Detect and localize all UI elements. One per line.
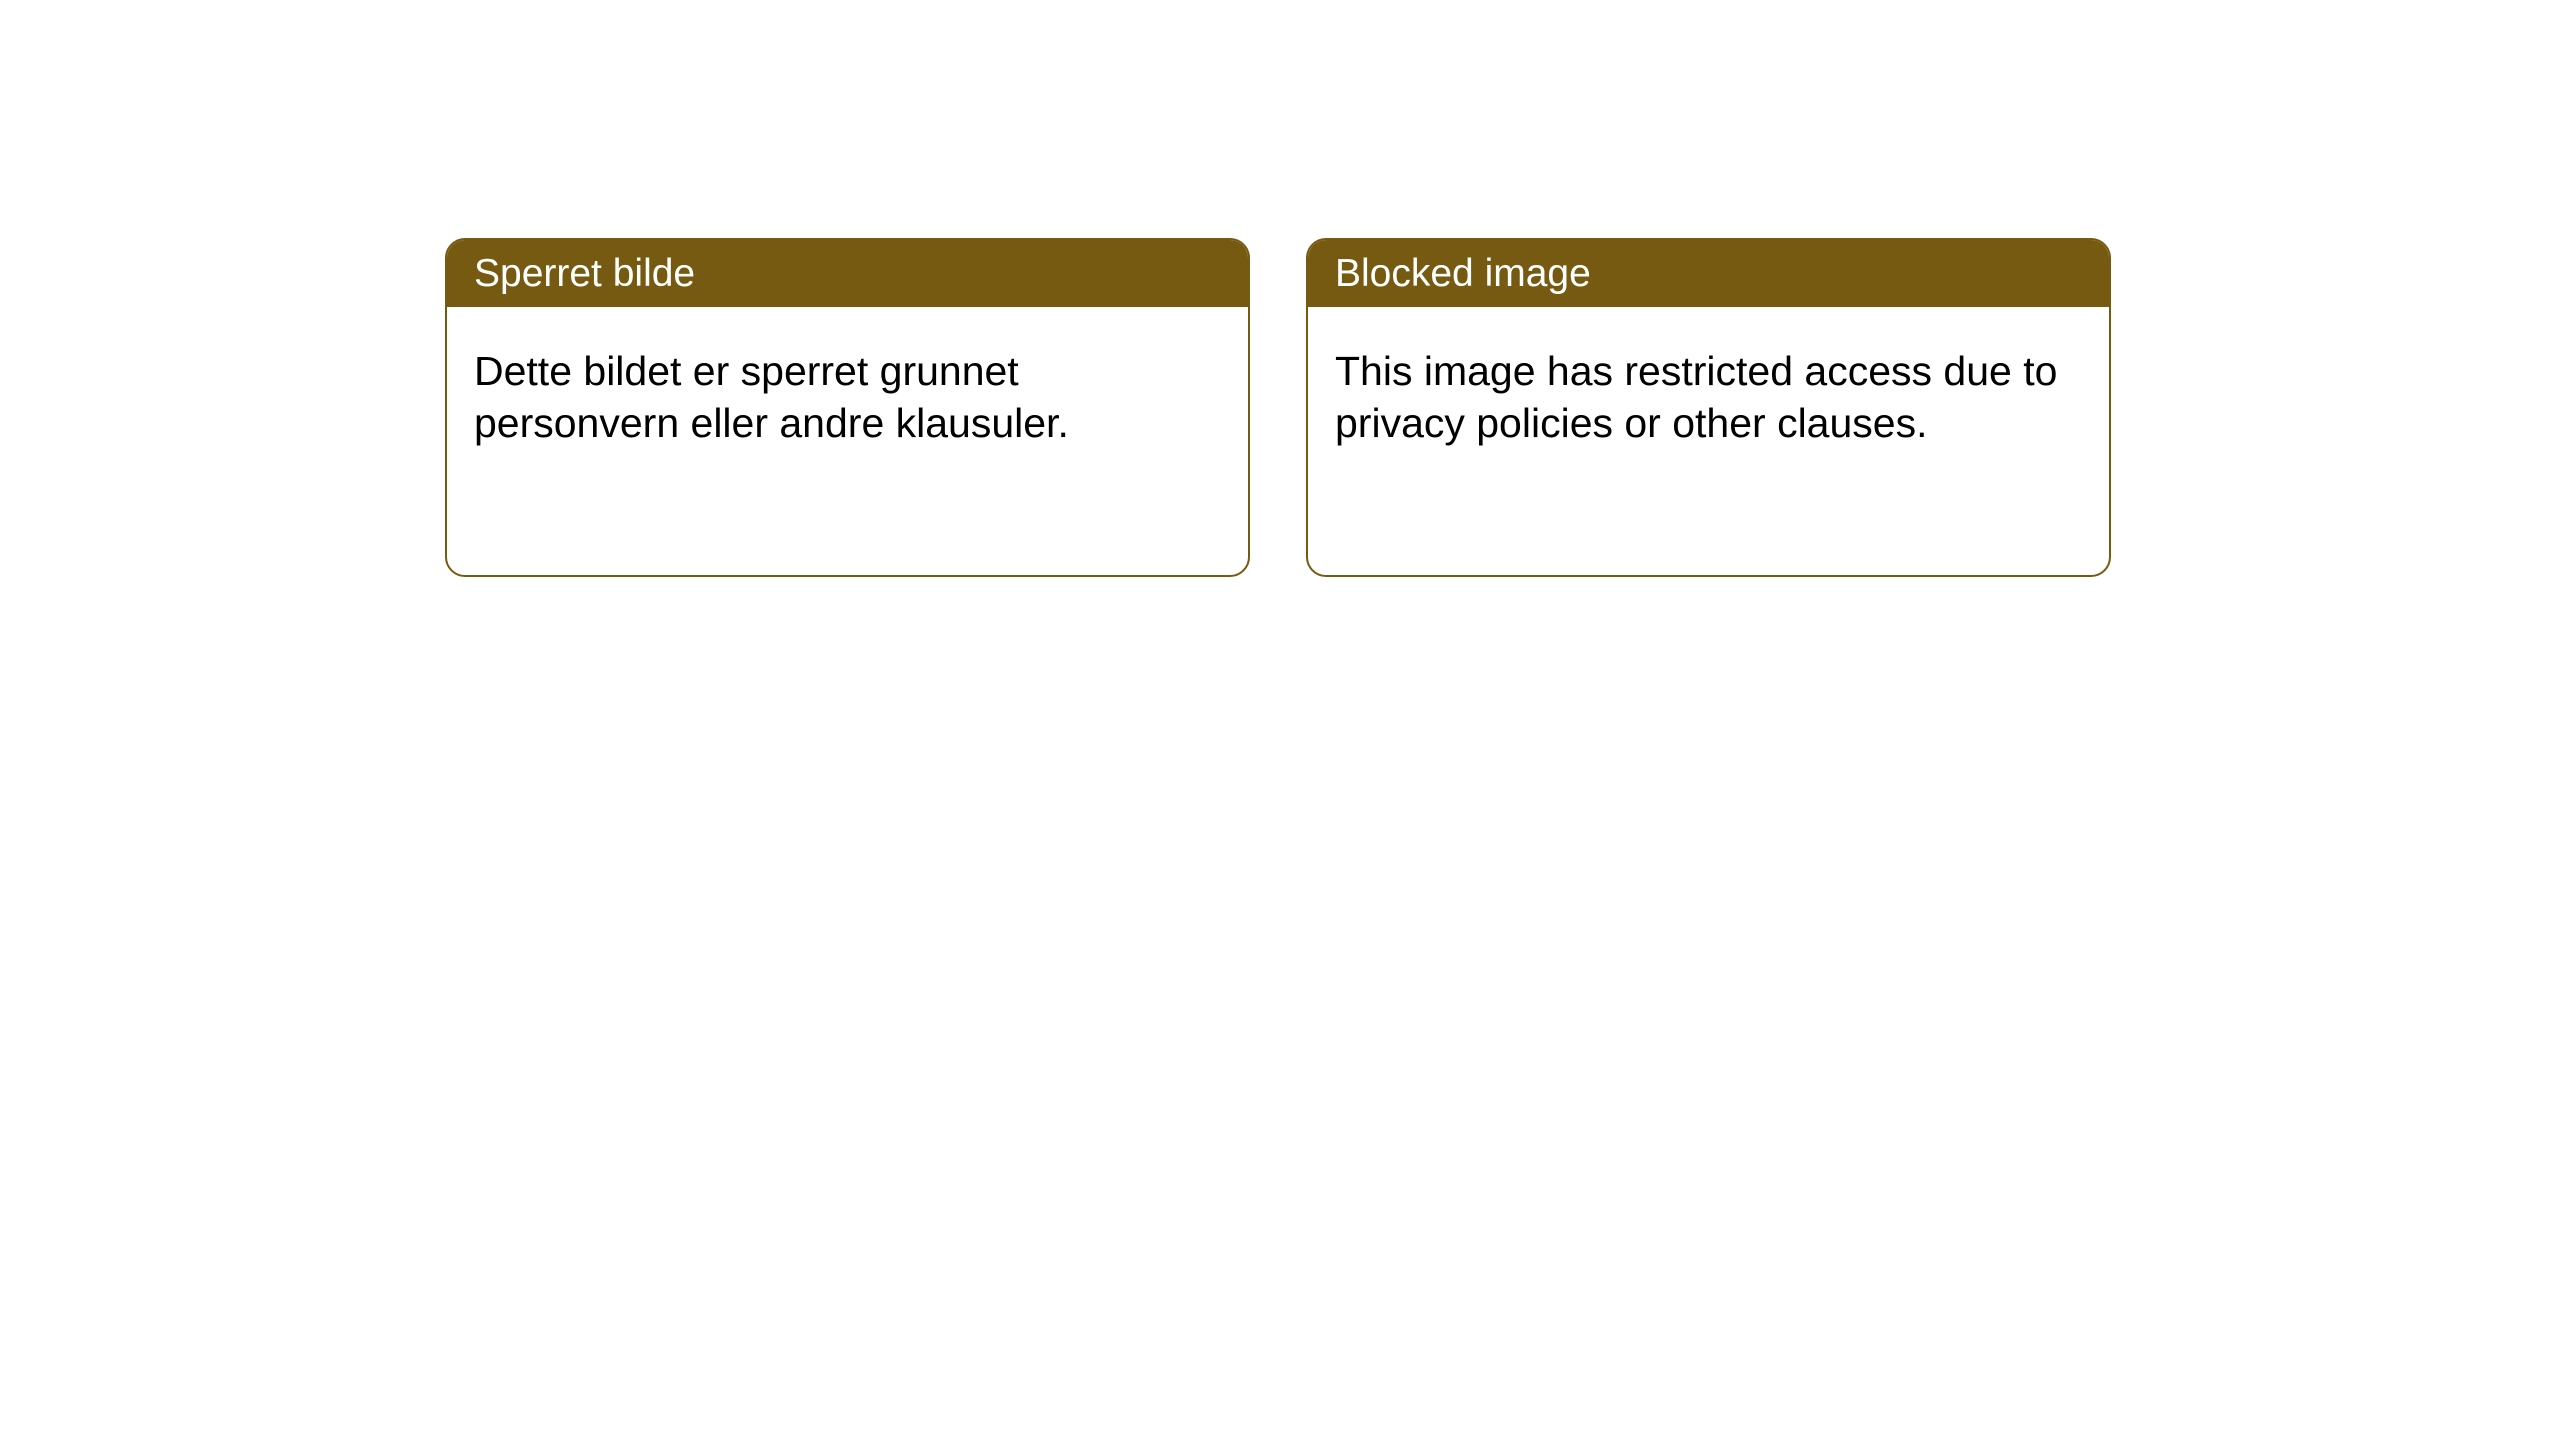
blocked-image-card-no: Sperret bilde Dette bildet er sperret gr… — [445, 238, 1250, 577]
card-title: Sperret bilde — [474, 252, 695, 295]
card-container: Sperret bilde Dette bildet er sperret gr… — [445, 238, 2111, 577]
card-body-text: Dette bildet er sperret grunnet personve… — [474, 348, 1069, 446]
card-body: Dette bildet er sperret grunnet personve… — [447, 307, 1248, 575]
card-body-text: This image has restricted access due to … — [1335, 348, 2057, 446]
card-header: Sperret bilde — [447, 240, 1248, 307]
card-header: Blocked image — [1308, 240, 2109, 307]
blocked-image-card-en: Blocked image This image has restricted … — [1306, 238, 2111, 577]
card-body: This image has restricted access due to … — [1308, 307, 2109, 575]
card-title: Blocked image — [1335, 252, 1591, 295]
